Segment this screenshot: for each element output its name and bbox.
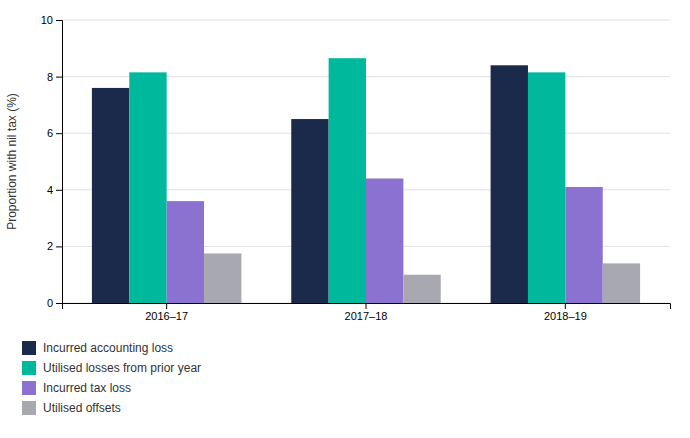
grid-line bbox=[62, 20, 670, 21]
legend: Incurred accounting loss Utilised losses … bbox=[22, 341, 201, 415]
x-tick: 2017–18 bbox=[345, 303, 388, 322]
bar bbox=[92, 88, 129, 303]
y-tick-mark bbox=[56, 77, 62, 78]
x-tick-label: 2018–19 bbox=[544, 310, 587, 322]
y-tick-label: 2 bbox=[47, 240, 53, 252]
y-tick-label: 4 bbox=[47, 184, 53, 196]
y-tick-mark bbox=[56, 303, 62, 304]
bar bbox=[167, 201, 204, 303]
y-tick-mark bbox=[56, 190, 62, 191]
y-tick-mark bbox=[56, 246, 62, 247]
y-axis: 0 2 4 6 8 10 bbox=[41, 14, 63, 309]
grid bbox=[62, 20, 670, 303]
x-tick: 2016–17 bbox=[145, 303, 188, 322]
x-tick-mark bbox=[366, 303, 367, 309]
bar bbox=[565, 187, 602, 303]
x-tick-label: 2017–18 bbox=[345, 310, 388, 322]
bar bbox=[603, 263, 640, 303]
y-tick: 10 bbox=[41, 14, 62, 26]
bar-series bbox=[167, 178, 603, 303]
y-tick: 0 bbox=[47, 297, 62, 309]
bar bbox=[329, 58, 366, 303]
y-tick-label: 8 bbox=[47, 71, 53, 83]
chart-container: 0 2 4 6 8 10 2016–17 2017–18 2018–19 Proportion w… bbox=[0, 0, 690, 438]
y-tick-mark bbox=[56, 20, 62, 21]
y-tick: 6 bbox=[47, 127, 62, 139]
y-tick-label: 0 bbox=[47, 297, 53, 309]
bar-series bbox=[204, 253, 640, 303]
legend-swatch bbox=[22, 341, 36, 355]
x-tick: 2018–19 bbox=[544, 303, 587, 322]
legend-swatch bbox=[22, 381, 36, 395]
y-tick-mark bbox=[56, 133, 62, 134]
x-axis: 2016–17 2017–18 2018–19 bbox=[63, 303, 671, 322]
plot-area: 0 2 4 6 8 10 2016–17 2017–18 2018–19 bbox=[41, 14, 671, 322]
y-axis-title: Proportion with nil tax (%) bbox=[5, 93, 19, 230]
bar bbox=[291, 119, 328, 303]
bar bbox=[366, 178, 403, 303]
y-tick: 8 bbox=[47, 71, 62, 83]
legend-swatch bbox=[22, 401, 36, 415]
legend-item: Incurred accounting loss bbox=[22, 341, 173, 355]
legend-item: Utilised offsets bbox=[22, 401, 121, 415]
bar bbox=[528, 72, 565, 303]
bar bbox=[129, 72, 166, 303]
legend-item: Utilised losses from prior year bbox=[22, 361, 201, 375]
bar-series bbox=[92, 65, 528, 303]
y-tick: 4 bbox=[47, 184, 62, 196]
legend-item: Incurred tax loss bbox=[22, 381, 131, 395]
y-tick-label: 10 bbox=[41, 14, 53, 26]
legend-label: Incurred tax loss bbox=[43, 381, 131, 395]
x-tick-mark bbox=[565, 303, 566, 309]
legend-label: Incurred accounting loss bbox=[43, 341, 173, 355]
y-tick: 2 bbox=[47, 240, 62, 252]
chart-svg: 0 2 4 6 8 10 2016–17 2017–18 2018–19 Proportion w… bbox=[0, 0, 690, 438]
y-axis-line bbox=[56, 21, 63, 304]
bar bbox=[491, 65, 528, 303]
x-tick-label: 2016–17 bbox=[145, 310, 188, 322]
bar bbox=[204, 253, 241, 303]
legend-label: Utilised losses from prior year bbox=[43, 361, 201, 375]
legend-label: Utilised offsets bbox=[43, 401, 121, 415]
legend-swatch bbox=[22, 361, 36, 375]
y-tick-label: 6 bbox=[47, 127, 53, 139]
x-axis-line bbox=[63, 304, 671, 310]
bars bbox=[92, 58, 640, 303]
bar-series bbox=[129, 58, 565, 303]
x-tick-mark bbox=[166, 303, 167, 309]
bar bbox=[403, 275, 440, 303]
